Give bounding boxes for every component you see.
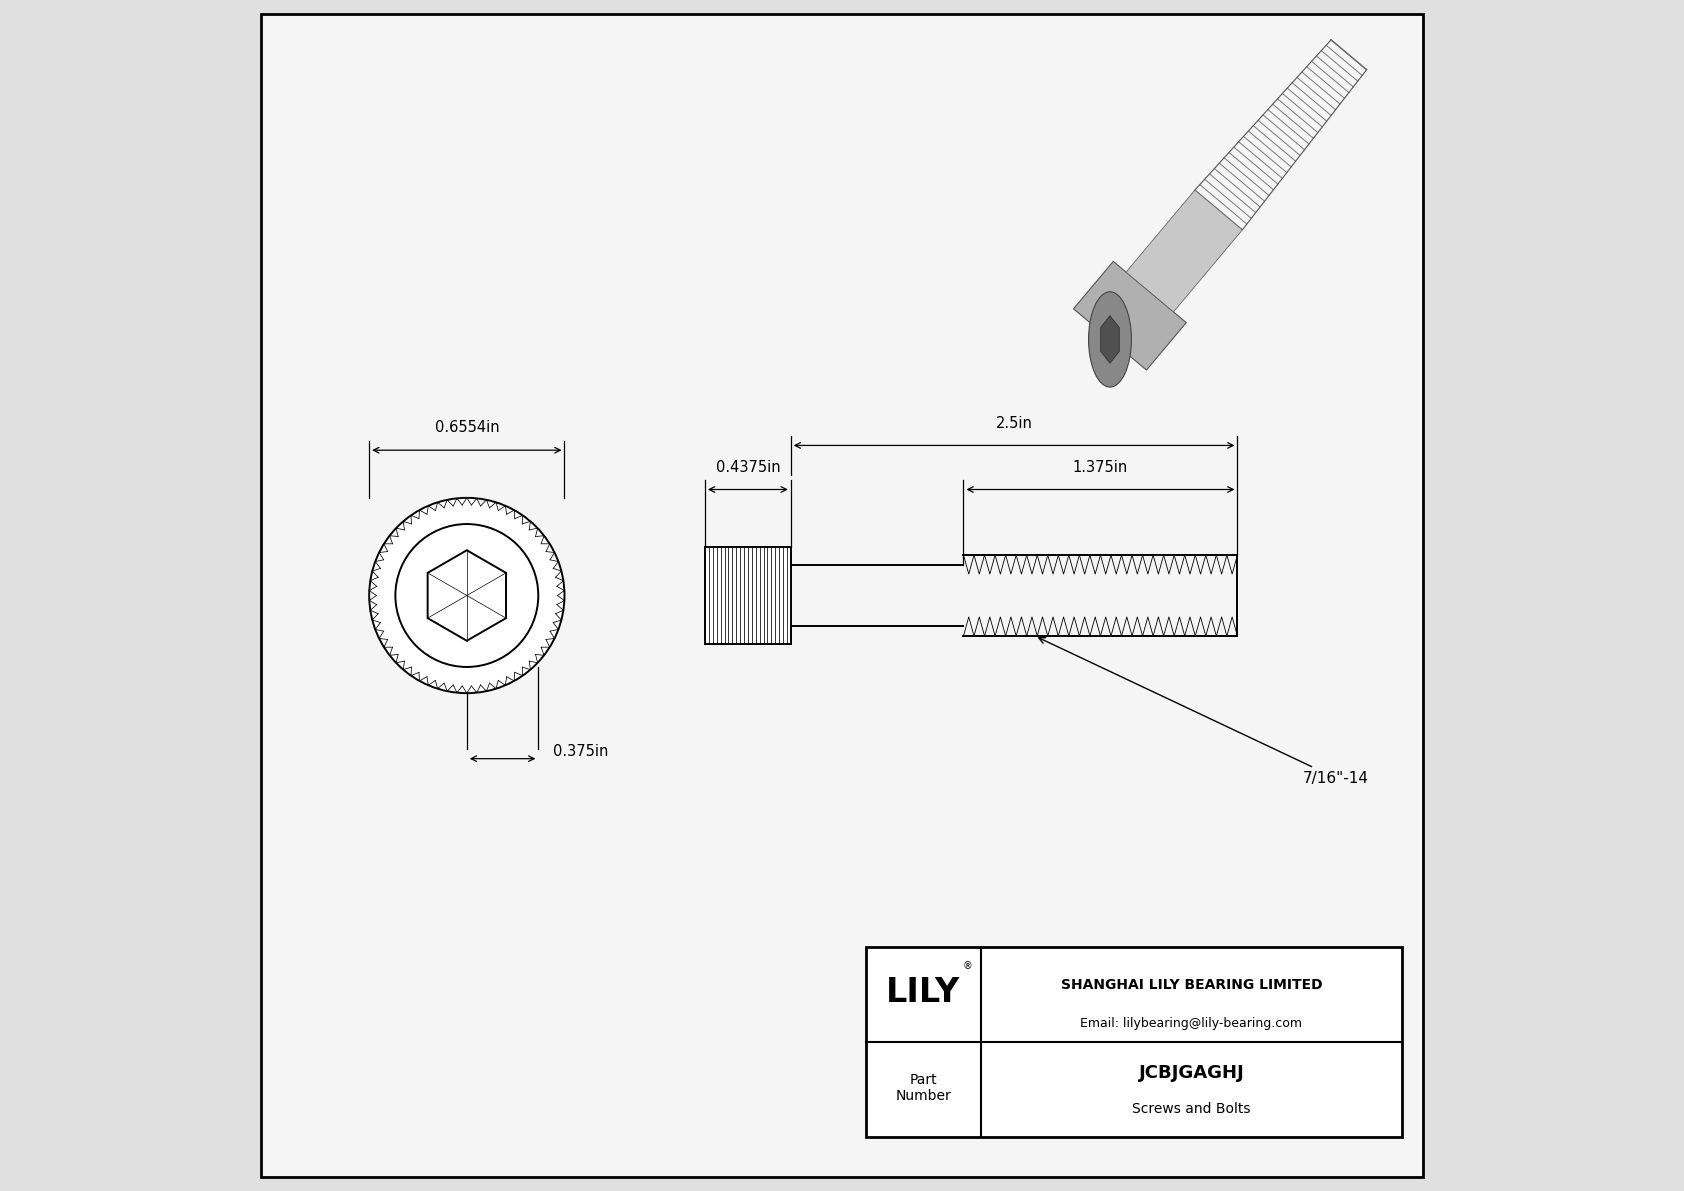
Text: 1.375in: 1.375in xyxy=(1073,460,1128,475)
Polygon shape xyxy=(1101,316,1120,363)
Text: 0.375in: 0.375in xyxy=(552,744,608,759)
Text: JCBJGAGHJ: JCBJGAGHJ xyxy=(1138,1064,1244,1081)
Bar xyxy=(706,547,791,644)
Text: 2.5in: 2.5in xyxy=(995,416,1032,431)
Polygon shape xyxy=(1127,191,1243,312)
Text: 0.6554in: 0.6554in xyxy=(434,419,498,435)
Text: LILY: LILY xyxy=(886,977,960,1009)
Ellipse shape xyxy=(1088,292,1132,387)
Text: Screws and Bolts: Screws and Bolts xyxy=(1132,1102,1251,1116)
Circle shape xyxy=(369,498,564,693)
Text: Part
Number: Part Number xyxy=(896,1073,951,1103)
Text: ®: ® xyxy=(962,961,972,971)
Polygon shape xyxy=(428,550,505,641)
Text: SHANGHAI LILY BEARING LIMITED: SHANGHAI LILY BEARING LIMITED xyxy=(1061,978,1322,992)
Bar xyxy=(866,947,1401,1137)
Text: Email: lilybearing@lily-bearing.com: Email: lilybearing@lily-bearing.com xyxy=(1081,1017,1302,1029)
Text: 0.4375in: 0.4375in xyxy=(716,460,780,475)
Circle shape xyxy=(396,524,539,667)
Text: 7/16"-14: 7/16"-14 xyxy=(1039,637,1369,786)
Polygon shape xyxy=(1073,261,1186,370)
